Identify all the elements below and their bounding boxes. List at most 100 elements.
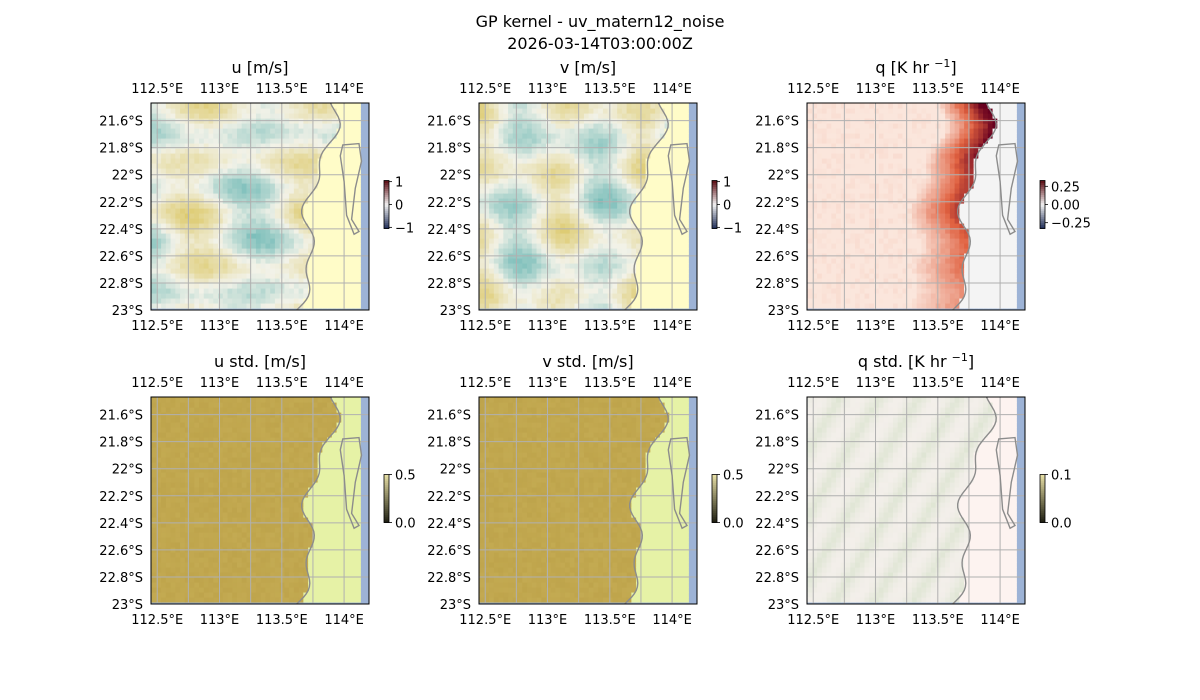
heatmap-cell bbox=[593, 177, 599, 184]
heatmap-cell bbox=[840, 202, 847, 209]
heatmap-cell bbox=[836, 292, 842, 299]
heatmap-cell bbox=[508, 247, 514, 254]
heatmap-cell bbox=[336, 202, 342, 209]
heatmap-cell bbox=[536, 128, 542, 134]
heatmap-cell bbox=[251, 177, 257, 184]
heatmap-cell bbox=[569, 302, 576, 309]
heatmap-cell bbox=[322, 123, 328, 129]
heatmap-cell bbox=[845, 128, 851, 134]
heatmap-cell bbox=[859, 147, 866, 154]
heatmap-cell bbox=[194, 222, 200, 229]
heatmap-cell bbox=[503, 247, 509, 254]
heatmap-cell bbox=[546, 123, 552, 129]
heatmap-cell bbox=[883, 222, 889, 229]
heatmap-cell bbox=[274, 297, 281, 304]
heatmap-cell bbox=[831, 202, 837, 209]
heatmap-cell bbox=[674, 267, 680, 274]
heatmap-cell bbox=[312, 162, 319, 169]
heatmap-cell bbox=[350, 128, 357, 134]
heatmap-cell bbox=[564, 167, 571, 174]
heatmap-cell bbox=[560, 123, 566, 129]
heatmap-cell bbox=[184, 302, 191, 309]
heatmap-cell bbox=[512, 222, 519, 229]
heatmap-cell bbox=[612, 242, 618, 249]
heatmap-cell bbox=[346, 142, 352, 149]
heatmap-cell bbox=[831, 217, 837, 224]
heatmap-cell bbox=[246, 162, 252, 169]
heatmap-cell bbox=[650, 217, 656, 224]
heatmap-cell bbox=[246, 152, 252, 159]
heatmap-cell bbox=[503, 262, 509, 269]
heatmap-cell bbox=[199, 267, 205, 274]
heatmap-cell bbox=[308, 152, 314, 159]
heatmap-cell bbox=[189, 192, 195, 199]
heatmap-cell bbox=[479, 128, 485, 134]
heatmap-cell bbox=[350, 207, 357, 214]
heatmap-cell bbox=[327, 272, 333, 279]
heatmap-cell bbox=[916, 177, 923, 184]
heatmap-cell bbox=[346, 242, 352, 249]
heatmap-cell bbox=[836, 277, 842, 284]
heatmap-cell bbox=[579, 187, 585, 194]
heatmap-cell bbox=[218, 123, 224, 129]
heatmap-cell bbox=[574, 157, 580, 164]
heatmap-cell bbox=[631, 147, 637, 154]
heatmap-cell bbox=[274, 137, 281, 144]
heatmap-cell bbox=[911, 197, 918, 204]
heatmap-cell bbox=[621, 182, 628, 189]
heatmap-cell bbox=[317, 277, 323, 284]
heatmap-cell bbox=[664, 133, 670, 139]
heatmap-cell bbox=[564, 287, 571, 294]
heatmap-cell bbox=[241, 242, 248, 249]
heatmap-cell bbox=[303, 103, 309, 109]
heatmap-cell bbox=[527, 108, 533, 114]
heatmap-cell bbox=[864, 103, 870, 109]
heatmap-cell bbox=[303, 192, 309, 199]
heatmap-cell bbox=[598, 172, 604, 179]
heatmap-cell bbox=[902, 272, 908, 279]
heatmap-cell bbox=[203, 237, 210, 244]
heatmap-cell bbox=[617, 147, 623, 154]
heatmap-cell bbox=[588, 113, 595, 119]
heatmap-cell bbox=[640, 282, 647, 289]
heatmap-cell bbox=[251, 262, 257, 269]
heatmap-cell bbox=[840, 103, 847, 109]
heatmap-cell bbox=[911, 152, 918, 159]
heatmap-cell bbox=[902, 212, 908, 219]
heatmap-cell bbox=[170, 232, 176, 239]
heatmap-cell bbox=[489, 177, 495, 184]
heatmap-cell bbox=[527, 217, 533, 224]
heatmap-cell bbox=[935, 292, 941, 299]
heatmap-cell bbox=[546, 177, 552, 184]
heatmap-cell bbox=[317, 302, 323, 309]
heatmap-cell bbox=[655, 282, 661, 289]
heatmap-cell bbox=[251, 222, 257, 229]
heatmap-cell bbox=[156, 207, 162, 214]
heatmap-cell bbox=[821, 123, 828, 129]
heatmap-cell bbox=[527, 167, 533, 174]
heatmap-cell bbox=[531, 287, 538, 294]
heatmap-cell bbox=[640, 182, 647, 189]
heatmap-cell bbox=[265, 108, 271, 114]
heatmap-cell bbox=[664, 267, 670, 274]
heatmap-cell bbox=[678, 292, 685, 299]
heatmap-cell bbox=[331, 232, 338, 239]
heatmap-cell bbox=[194, 123, 200, 129]
heatmap-cell bbox=[536, 302, 542, 309]
heatmap-cell bbox=[574, 177, 580, 184]
heatmap-cell bbox=[878, 242, 885, 249]
heatmap-cell bbox=[293, 247, 300, 254]
heatmap-cell bbox=[170, 242, 176, 249]
heatmap-cell bbox=[850, 162, 856, 169]
heatmap-cell bbox=[161, 287, 167, 294]
heatmap-cell bbox=[331, 242, 338, 249]
heatmap-cell bbox=[522, 113, 528, 119]
heatmap-cell bbox=[194, 212, 200, 219]
heatmap-cell bbox=[151, 103, 157, 109]
heatmap-cell bbox=[836, 237, 842, 244]
heatmap-cell bbox=[199, 207, 205, 214]
heatmap-cell bbox=[479, 242, 485, 249]
heatmap-cell bbox=[484, 282, 490, 289]
heatmap-cell bbox=[493, 113, 500, 119]
heatmap-cell bbox=[274, 192, 281, 199]
